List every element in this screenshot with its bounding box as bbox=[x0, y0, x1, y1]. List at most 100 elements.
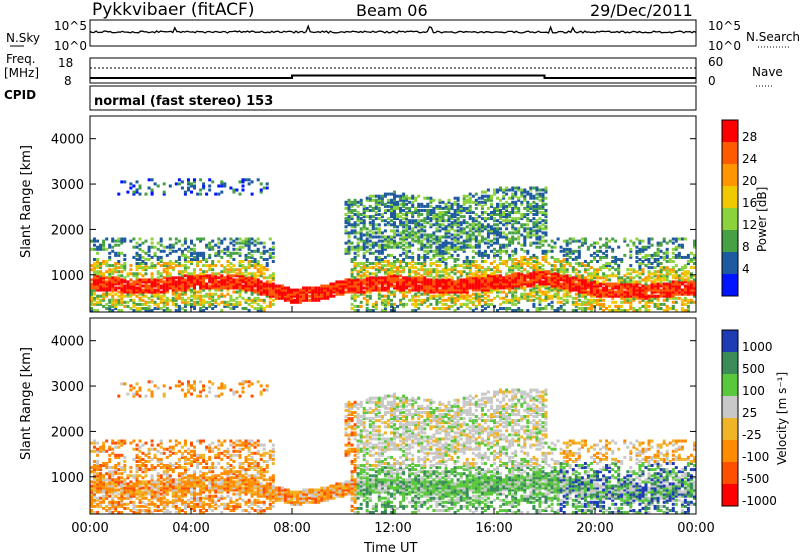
power-cell bbox=[120, 239, 124, 243]
power-cell bbox=[586, 274, 590, 278]
power-cell bbox=[196, 278, 200, 282]
power-cell bbox=[405, 302, 409, 306]
power-cell bbox=[596, 286, 599, 290]
power-cell bbox=[614, 282, 618, 286]
power-cell bbox=[344, 221, 348, 225]
power-cell bbox=[568, 294, 572, 298]
power-cell bbox=[623, 282, 627, 286]
power-cell bbox=[341, 282, 345, 286]
power-cell bbox=[532, 302, 536, 306]
power-cell bbox=[426, 272, 430, 276]
power-cell bbox=[271, 286, 275, 290]
power-cell bbox=[350, 288, 354, 292]
power-cell bbox=[241, 278, 245, 282]
power-cell bbox=[356, 284, 360, 288]
power-cell bbox=[120, 288, 124, 292]
power-cell bbox=[505, 243, 509, 247]
power-cell bbox=[362, 292, 366, 296]
power-cell bbox=[674, 292, 678, 296]
power-cell bbox=[405, 241, 409, 245]
power-cell bbox=[326, 292, 330, 296]
power-cell bbox=[471, 221, 475, 225]
power-cell bbox=[144, 282, 148, 286]
velocity-cell bbox=[96, 462, 100, 465]
power-cell bbox=[523, 262, 527, 265]
power-cell bbox=[187, 288, 190, 292]
power-cell bbox=[423, 245, 427, 249]
velocity-cell bbox=[108, 486, 112, 490]
power-cell bbox=[117, 300, 121, 304]
power-cell bbox=[644, 264, 648, 268]
power-cell bbox=[638, 276, 642, 280]
power-cell bbox=[477, 282, 481, 286]
power-cell bbox=[223, 251, 227, 255]
power-cell bbox=[126, 300, 130, 304]
power-cell bbox=[647, 278, 651, 282]
power-cell bbox=[568, 286, 572, 290]
power-cell bbox=[508, 268, 512, 272]
power-cell bbox=[538, 262, 542, 265]
power-cell bbox=[187, 284, 190, 288]
power-cell bbox=[444, 206, 448, 210]
power-cell bbox=[402, 286, 406, 290]
power-cell bbox=[271, 288, 275, 292]
power-cell bbox=[586, 286, 590, 290]
power-cell bbox=[168, 272, 172, 276]
power-cell bbox=[523, 188, 527, 192]
power-cell bbox=[486, 294, 490, 298]
power-cell bbox=[429, 223, 433, 227]
power-cell bbox=[429, 286, 433, 290]
power-cell bbox=[399, 196, 403, 200]
power-cell bbox=[623, 296, 627, 300]
power-cell bbox=[671, 270, 675, 274]
power-cell bbox=[405, 235, 409, 239]
power-cell bbox=[356, 262, 360, 265]
power-cell bbox=[311, 294, 315, 298]
power-cell bbox=[689, 251, 693, 255]
power-cell bbox=[123, 288, 127, 292]
power-cell bbox=[290, 294, 293, 298]
power-cell bbox=[362, 278, 366, 282]
power-cell bbox=[150, 288, 154, 292]
power-cell bbox=[547, 280, 551, 284]
power-cell bbox=[417, 229, 421, 233]
velocity-cell bbox=[93, 500, 96, 504]
power-cell bbox=[514, 227, 518, 231]
power-cell bbox=[356, 253, 360, 257]
power-cell bbox=[196, 296, 200, 300]
power-cell bbox=[447, 215, 451, 219]
velocity-cell bbox=[117, 511, 121, 514]
power-cell bbox=[505, 294, 509, 298]
power-cell bbox=[271, 294, 275, 298]
power-cell bbox=[177, 292, 181, 296]
power-cell bbox=[514, 217, 518, 221]
power-cell bbox=[496, 227, 499, 231]
power-cell bbox=[311, 292, 315, 296]
power-cell bbox=[538, 274, 542, 278]
power-cell bbox=[529, 282, 533, 286]
power-cell bbox=[693, 292, 696, 296]
power-cell bbox=[659, 284, 663, 288]
power-cell bbox=[565, 251, 569, 255]
power-cell bbox=[450, 237, 454, 241]
power-cell bbox=[544, 186, 548, 190]
power-cell bbox=[571, 296, 575, 300]
power-cell bbox=[526, 260, 530, 263]
power-cell bbox=[374, 231, 378, 235]
power-cell bbox=[223, 286, 227, 290]
power-cell bbox=[665, 249, 669, 253]
power-cell bbox=[535, 204, 539, 208]
power-cell bbox=[556, 296, 560, 300]
power-cell bbox=[686, 307, 690, 310]
power-cell bbox=[205, 192, 209, 196]
power-cell bbox=[247, 282, 251, 286]
power-cell bbox=[435, 237, 439, 241]
power-cell bbox=[429, 225, 433, 229]
power-cell bbox=[511, 309, 515, 312]
power-cell bbox=[202, 302, 206, 306]
power-cell bbox=[620, 260, 624, 263]
power-cell bbox=[90, 294, 93, 298]
power-cell bbox=[441, 278, 445, 282]
power-cell bbox=[532, 268, 536, 272]
